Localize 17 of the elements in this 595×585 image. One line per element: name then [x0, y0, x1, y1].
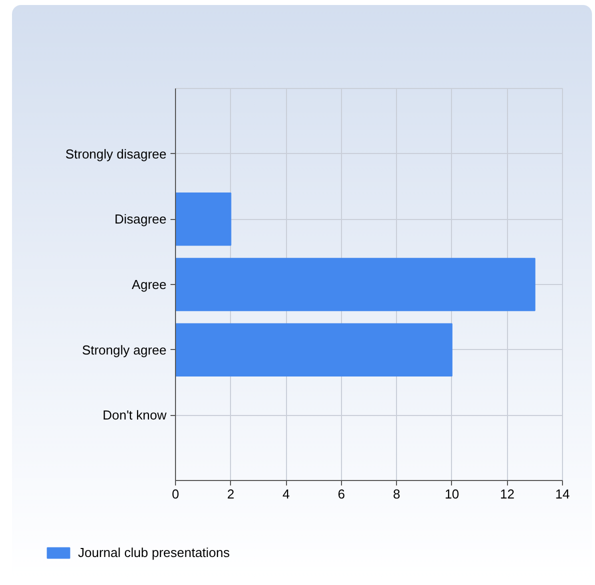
x-tick-label: 10 [444, 486, 460, 502]
y-tick-label: Disagree [114, 212, 167, 227]
x-tick-label: 0 [172, 486, 180, 502]
y-tick-label: Strongly agree [82, 342, 167, 358]
x-tick-label: 8 [393, 486, 400, 502]
bar [176, 192, 232, 246]
y-tick-label: Strongly disagree [65, 146, 167, 162]
legend-label: Journal club presentations [78, 545, 230, 560]
x-tick-label: 12 [500, 486, 514, 502]
bar [176, 323, 452, 376]
bar [176, 258, 536, 312]
y-tick-label: Agree [132, 277, 167, 292]
x-tick-label: 4 [282, 486, 290, 502]
x-tick-label: 14 [555, 486, 570, 502]
x-tick-label: 2 [227, 486, 234, 502]
x-tick-label: 6 [338, 486, 345, 502]
y-tick-label: Don't know [102, 408, 168, 423]
